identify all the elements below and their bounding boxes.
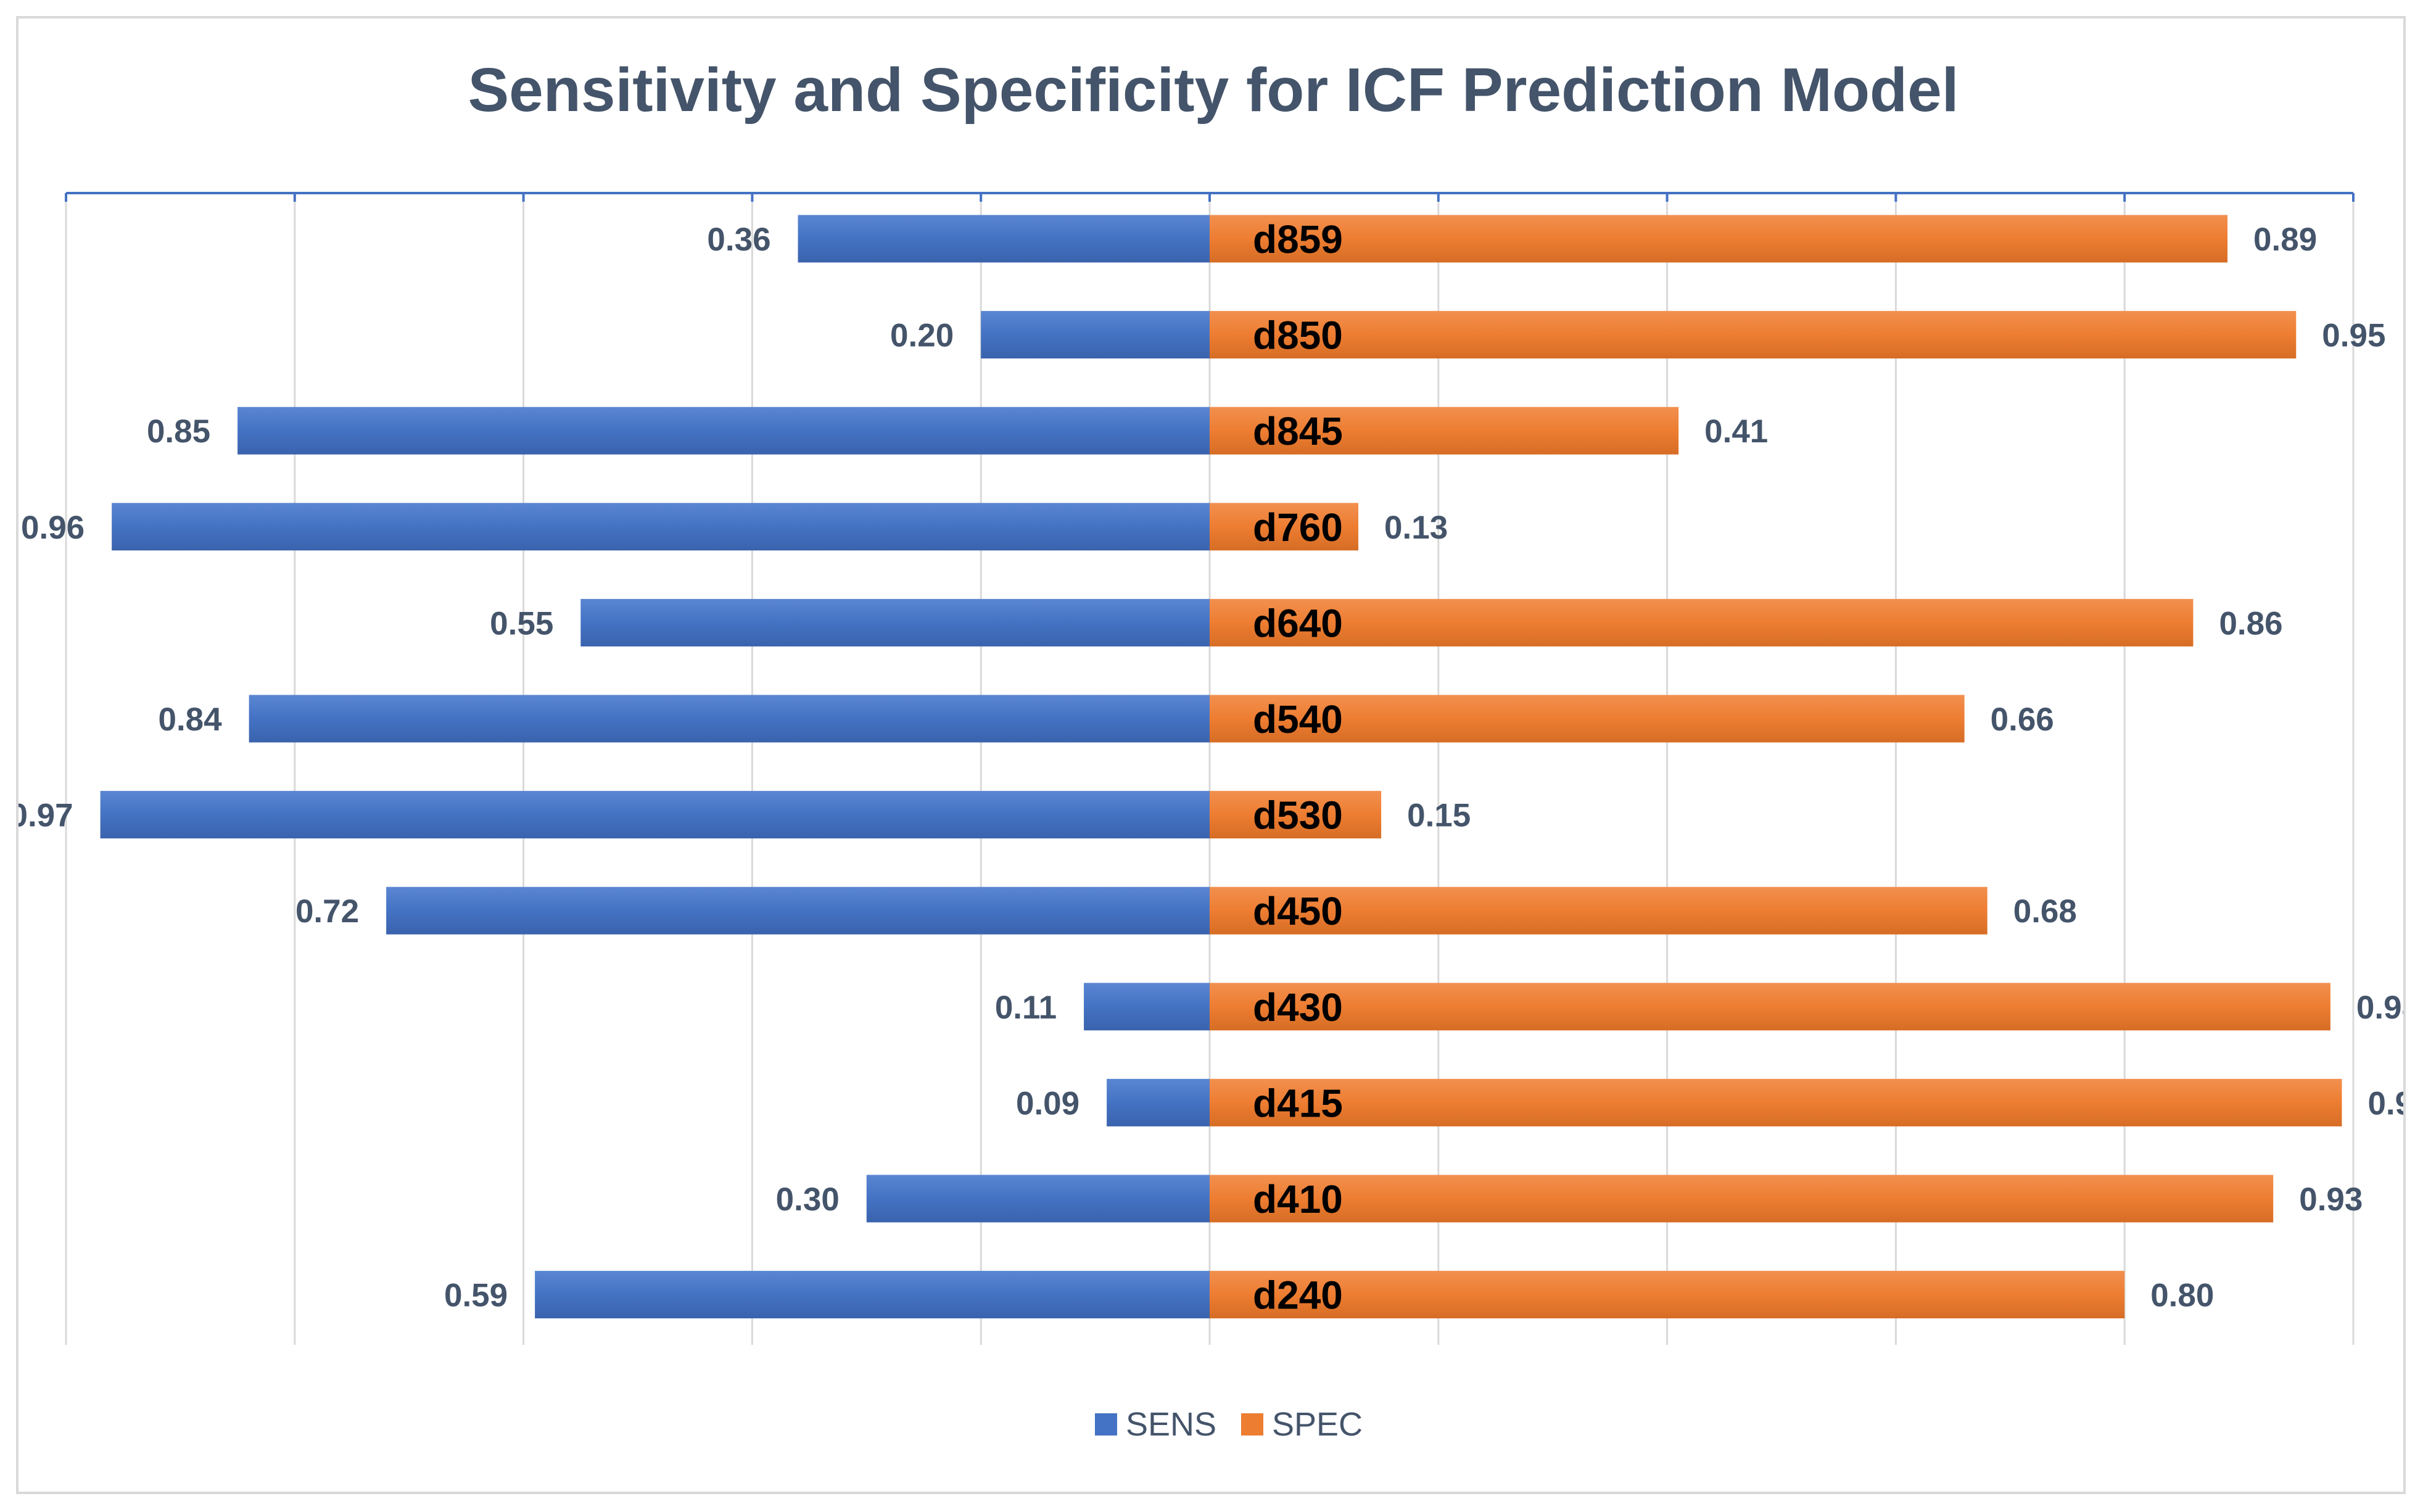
spec-bar-d850 (1210, 311, 2297, 359)
legend-swatch-spec (1241, 1413, 1263, 1436)
sens-bar-d845 (237, 407, 1210, 455)
category-label-d540: d540 (1253, 697, 1343, 742)
spec-value-label: 0.95 (2322, 318, 2385, 354)
sens-bar-d430 (1084, 983, 1210, 1031)
sens-value-label: 0.36 (707, 221, 770, 258)
spec-value-label: 0.68 (2013, 893, 2077, 930)
chart-title: Sensitivity and Specificity for ICF Pred… (468, 56, 1959, 125)
bars (100, 215, 2342, 1319)
category-label-d640: d640 (1253, 601, 1343, 645)
sens-bar-d850 (981, 311, 1210, 359)
sens-value-label: 0.84 (158, 701, 222, 738)
chart-frame: Sensitivity and Specificity for ICF Pred… (16, 16, 2406, 1494)
sens-value-label: 0.85 (147, 413, 210, 450)
spec-bar-d410 (1210, 1175, 2274, 1223)
spec-value-label: 0.66 (1991, 701, 2054, 738)
spec-bar-d415 (1210, 1078, 2342, 1126)
spec-value-label: 0.86 (2219, 605, 2282, 642)
sens-value-label: 0.97 (19, 798, 73, 834)
sens-bar-d640 (580, 598, 1210, 647)
sens-bar-d859 (798, 215, 1210, 263)
category-label-d410: d410 (1253, 1177, 1343, 1221)
legend-label-spec: SPEC (1272, 1406, 1363, 1443)
spec-value-label: 0.93 (2299, 1181, 2363, 1218)
spec-bar-d859 (1210, 215, 2228, 263)
spec-value-label: 0.15 (1407, 798, 1471, 834)
category-label-d240: d240 (1253, 1273, 1343, 1318)
category-label-d415: d415 (1253, 1081, 1343, 1125)
spec-bar-d540 (1210, 695, 1965, 743)
sens-value-label: 0.59 (444, 1278, 508, 1314)
sens-value-label: 0.72 (295, 893, 359, 930)
data-labels: 0.36 0.89 d859 0.20 0.95 d850 0.85 0.41 d845 0.96… (19, 217, 2403, 1318)
sens-value-label: 0.20 (890, 318, 954, 354)
sens-value-label: 0.55 (490, 605, 553, 642)
spec-value-label: 0.89 (2253, 221, 2317, 258)
legend-label-sens: SENS (1126, 1406, 1216, 1443)
sens-bar-d410 (866, 1175, 1210, 1223)
category-label-d845: d845 (1253, 409, 1343, 453)
category-label-d850: d850 (1253, 313, 1343, 358)
gridlines (65, 193, 2355, 1345)
sens-bar-d540 (249, 695, 1210, 743)
category-label-d430: d430 (1253, 985, 1343, 1030)
spec-value-label: 0.41 (1704, 413, 1768, 450)
spec-bar-d430 (1210, 983, 2330, 1031)
legend: SENS SPEC (1095, 1406, 1363, 1443)
category-label-d450: d450 (1253, 889, 1343, 933)
legend-swatch-sens (1095, 1413, 1117, 1436)
sens-bar-d760 (112, 503, 1210, 551)
spec-bar-d760 (1210, 503, 1359, 551)
sens-value-label: 0.30 (776, 1181, 840, 1218)
sens-value-label: 0.96 (21, 510, 85, 546)
spec-bar-d530 (1210, 791, 1382, 839)
category-label-d530: d530 (1253, 793, 1343, 838)
sens-bar-d530 (100, 791, 1210, 839)
spec-bar-d240 (1210, 1271, 2125, 1319)
spec-bar-d640 (1210, 598, 2194, 647)
sens-value-label: 0.11 (995, 989, 1057, 1026)
chart-svg: Sensitivity and Specificity for ICF Pred… (19, 56, 2403, 1443)
spec-value-label: 0.99 (2367, 1085, 2403, 1122)
spec-bar-d845 (1210, 407, 1679, 455)
sens-value-label: 0.09 (1016, 1085, 1079, 1122)
category-label-d760: d760 (1253, 505, 1343, 550)
category-label-d859: d859 (1253, 217, 1343, 262)
x-axis (65, 192, 2355, 202)
sens-bar-d240 (535, 1271, 1210, 1319)
sens-bar-d450 (386, 886, 1210, 935)
spec-value-label: 0.98 (2356, 989, 2403, 1026)
sens-bar-d415 (1107, 1078, 1210, 1126)
spec-value-label: 0.13 (1384, 510, 1448, 546)
spec-value-label: 0.80 (2150, 1278, 2214, 1314)
spec-bar-d450 (1210, 886, 1988, 935)
